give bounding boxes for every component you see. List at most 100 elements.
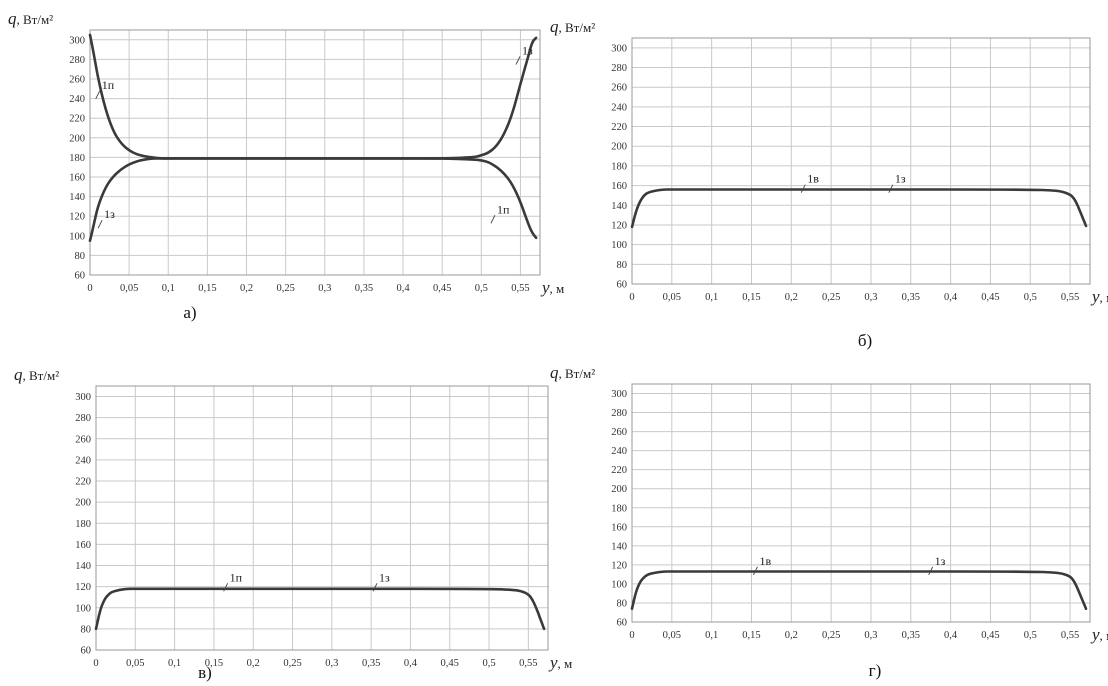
curve-label-leader <box>490 215 496 224</box>
series-line-1 <box>630 570 1088 610</box>
x-tick-label: 0,1 <box>705 630 718 641</box>
y-tick-label: 80 <box>81 624 92 635</box>
x-tick-label: 0,2 <box>240 283 253 294</box>
x-tick-label: 0,4 <box>944 630 958 641</box>
y-tick-label: 180 <box>69 153 85 164</box>
x-axis-label: y, м <box>548 653 572 672</box>
y-tick-label: 240 <box>75 455 91 466</box>
y-tick-label: 160 <box>75 540 91 551</box>
y-tick-label: 200 <box>611 142 627 153</box>
chart-panel-3: 60 80 100 120 140 160 180 200 220 240 260 280 300 0 0,… <box>14 365 572 682</box>
y-tick-label: 300 <box>69 35 85 46</box>
x-tick-label: 0,2 <box>247 658 260 669</box>
x-tick-label: 0,35 <box>362 658 380 669</box>
x-tick-label: 0,35 <box>902 630 920 641</box>
y-tick-label: 200 <box>75 498 91 509</box>
x-tick-label: 0,25 <box>283 658 301 669</box>
y-tick-label: 120 <box>69 212 85 223</box>
y-tick-label: 300 <box>611 389 627 400</box>
panel-caption: г) <box>869 661 882 680</box>
plot-frame <box>631 383 1091 623</box>
x-tick-label: 0 <box>629 630 634 641</box>
x-tick-label: 0,05 <box>663 292 681 303</box>
curve-label: 1в <box>759 554 771 568</box>
x-axis-label: y, м <box>1090 625 1108 644</box>
y-tick-label: 120 <box>611 220 627 231</box>
curve-label: 1з <box>522 44 533 58</box>
x-tick-label: 0 <box>93 658 98 669</box>
y-tick-label: 280 <box>611 408 627 419</box>
y-tick-label: 160 <box>611 181 627 192</box>
y-tick-label: 160 <box>611 522 627 533</box>
x-tick-label: 0,25 <box>276 283 294 294</box>
y-tick-label: 300 <box>75 392 91 403</box>
y-axis-label: q, Вт/м² <box>550 17 595 36</box>
y-tick-label: 140 <box>611 201 627 212</box>
y-tick-label: 240 <box>611 446 627 457</box>
x-tick-label: 0,25 <box>822 630 840 641</box>
x-tick-label: 0 <box>629 292 634 303</box>
x-tick-label: 0,05 <box>120 283 138 294</box>
y-tick-label: 140 <box>75 561 91 572</box>
x-tick-label: 0,55 <box>1061 630 1079 641</box>
plot-frame <box>95 385 549 651</box>
x-tick-label: 0,05 <box>126 658 144 669</box>
x-axis-label: y, м <box>1090 287 1108 306</box>
panel-caption: а) <box>183 303 196 322</box>
curve-label: 1п <box>102 78 115 92</box>
y-tick-label: 260 <box>611 427 627 438</box>
panel-caption: в) <box>198 663 212 682</box>
series-line-1 <box>88 33 538 160</box>
y-tick-label: 240 <box>69 94 85 105</box>
curve-label-leader <box>372 583 378 592</box>
y-tick-label: 280 <box>69 55 85 66</box>
chart-panel-2: 60 80 100 120 140 160 180 200 220 240 260 280 300 0 0,… <box>550 17 1108 350</box>
y-tick-label: 220 <box>69 114 85 125</box>
x-tick-label: 0,5 <box>482 658 495 669</box>
y-tick-label: 280 <box>611 63 627 74</box>
x-axis-label: y, м <box>540 278 564 297</box>
y-tick-label: 260 <box>69 75 85 86</box>
y-tick-label: 300 <box>611 43 627 54</box>
y-tick-label: 80 <box>75 251 86 262</box>
plot-frame <box>631 37 1091 285</box>
x-tick-label: 0,5 <box>475 283 488 294</box>
curve-label: 1в <box>807 172 819 186</box>
x-tick-label: 0,15 <box>742 292 760 303</box>
x-tick-label: 0,45 <box>441 658 459 669</box>
curve-label-leader <box>95 90 101 100</box>
x-tick-label: 0,55 <box>519 658 537 669</box>
y-tick-label: 100 <box>611 579 627 590</box>
y-tick-label: 60 <box>81 646 92 657</box>
curve-label: 1з <box>104 207 115 221</box>
x-tick-label: 0,4 <box>396 283 410 294</box>
y-tick-label: 220 <box>611 465 627 476</box>
curve-label-leader <box>97 219 103 229</box>
y-tick-label: 240 <box>611 102 627 113</box>
x-tick-label: 0,45 <box>433 283 451 294</box>
y-tick-label: 100 <box>611 240 627 251</box>
y-tick-label: 80 <box>617 598 628 609</box>
series-line-1 <box>630 188 1088 229</box>
chart-panel-1: 60 80 100 120 140 160 180 200 220 240 260 280 300 0 0,… <box>8 9 564 322</box>
y-tick-label: 180 <box>611 503 627 514</box>
x-tick-label: 0,2 <box>785 292 798 303</box>
x-tick-label: 0,5 <box>1024 292 1037 303</box>
panel-caption: б) <box>858 331 872 350</box>
y-tick-label: 120 <box>611 560 627 571</box>
x-tick-label: 0,15 <box>198 283 216 294</box>
x-tick-label: 0,1 <box>168 658 181 669</box>
x-tick-label: 0,4 <box>944 292 958 303</box>
x-tick-label: 0,45 <box>981 630 999 641</box>
x-tick-label: 0,35 <box>355 283 373 294</box>
y-tick-label: 140 <box>69 192 85 203</box>
curve-label: 1з <box>895 172 906 186</box>
y-tick-label: 60 <box>75 271 86 282</box>
y-tick-label: 60 <box>617 618 628 629</box>
curve-label: 1з <box>379 570 390 584</box>
plot-frame <box>89 29 541 276</box>
y-tick-label: 260 <box>611 83 627 94</box>
y-axis-label: q, Вт/м² <box>8 9 53 28</box>
x-tick-label: 0,1 <box>705 292 718 303</box>
y-tick-label: 180 <box>611 161 627 172</box>
